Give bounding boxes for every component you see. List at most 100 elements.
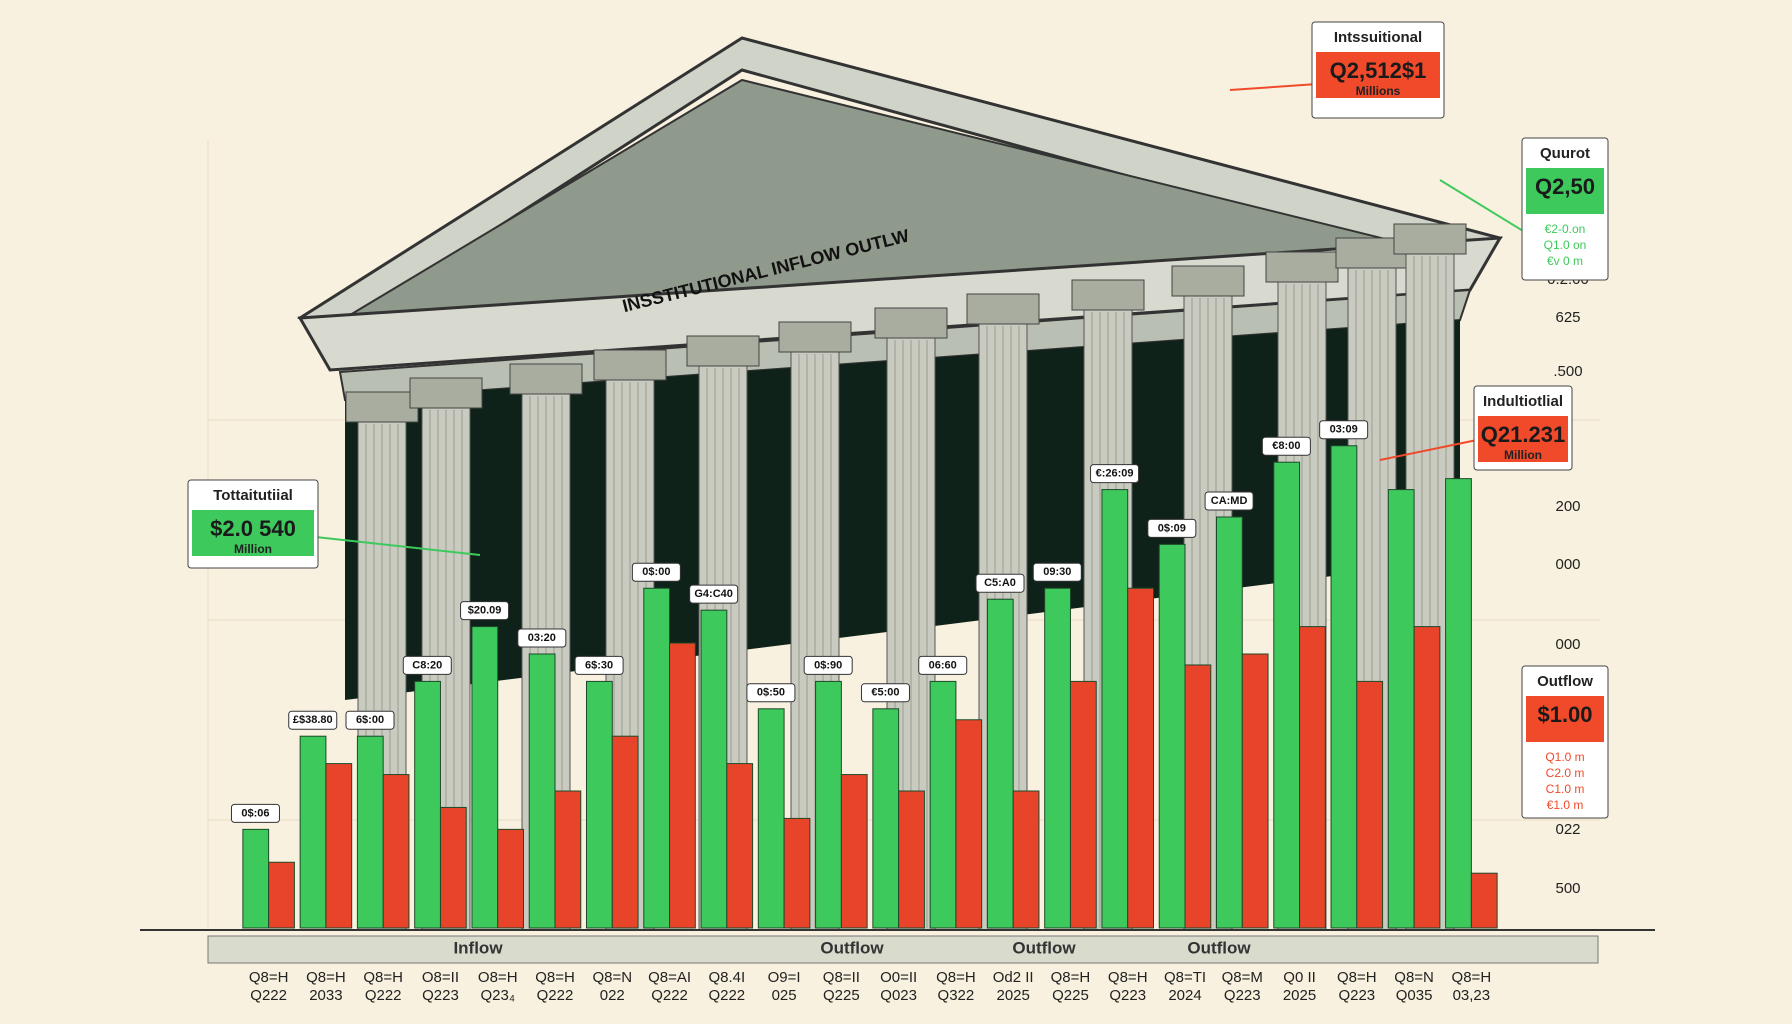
bar [1273,461,1301,929]
column-capital [966,293,1040,325]
x-tick-code: O0=II [880,969,917,986]
callout-unit: Million [1504,448,1542,462]
column-capital [593,349,667,381]
callout-value: Q2,50 [1535,174,1595,199]
bar-tag: 0$:50 [757,687,785,699]
x-tick-label: Q225 [823,987,860,1004]
bar-tag-box [1147,518,1197,538]
x-tick-code: O8=H [478,969,518,986]
bar [929,680,957,929]
x-tick-label: 03,23 [1453,987,1491,1004]
x-tick-code: Q8=AI [648,969,691,986]
x-tick-label: Q222 [365,987,402,1004]
callout-leader [1229,83,1313,91]
callout-title: Quurot [1540,145,1590,162]
bar-tag-box [402,655,452,675]
x-tick-code: Q8=H [306,969,346,986]
bar [1387,489,1415,929]
bar [497,828,524,929]
bar-tag: 03:09 [1330,424,1358,436]
bar-tag: €:26:09 [1096,468,1134,480]
x-tick-code: Q8=H [363,969,403,986]
bar [1012,790,1040,929]
bar-tag: 0$:09 [1158,522,1186,534]
callout-value: Q2,512$1 [1330,58,1427,83]
bar [840,774,868,929]
bar [242,828,270,929]
bar [1299,626,1326,929]
x-tick-label: Q223 [1224,987,1261,1004]
callout-value: Q21.231 [1481,422,1565,447]
bar-tag-box [345,710,395,730]
bar-tag-box [860,683,910,703]
x-tick-code: Q8=TI [1164,969,1206,986]
bar [1216,516,1243,929]
x-tick-label: Q23₄ [480,987,514,1004]
bar-tag-box [746,683,796,703]
x-tick-code: Q8.4I [708,969,745,986]
bar [1184,664,1212,929]
x-tick-label: Q222 [537,987,574,1004]
x-tick-label: Q223 [422,987,459,1004]
callout-value-box [192,510,314,556]
bar-tag-box [803,655,853,675]
bar [669,642,696,929]
callout-title: Outflow [1537,673,1593,690]
bar-tag: CA:MD [1211,495,1248,507]
bar-tag: 03:20 [528,632,556,644]
x-tick-code: Q8=H [249,969,289,986]
bar [700,609,728,929]
x-tick-code: O9=I [768,969,801,986]
column-capital [1265,251,1339,283]
column-capital [778,321,852,353]
bar-tag: $20.09 [468,605,502,617]
bar [986,598,1014,929]
x-tick-label: 2025 [1283,987,1316,1004]
callout-line: €v 0 m [1547,254,1583,268]
bar-tag-box [1032,562,1082,582]
bar [1445,478,1472,929]
x-tick-code: Q8=H [1452,969,1492,986]
x-tick-code: Q8=H [1051,969,1091,986]
bar-tag-box [1204,491,1254,511]
column-capital [409,377,483,409]
x-tick-label: Q223 [1109,987,1146,1004]
x-tick-label: 2024 [1168,987,1201,1004]
axis-label: 000 [1555,636,1580,653]
bar [325,763,353,929]
legend-band [207,935,1599,964]
x-tick-code: Q8=N [592,969,632,986]
column-capital [686,335,760,367]
bar [955,719,983,929]
bar [872,708,900,929]
callout-line: C2.0 m [1546,766,1585,780]
callout-title: Indultiotlial [1483,393,1563,410]
x-tick-code: Q8=H [1337,969,1377,986]
x-tick-label: 022 [600,987,625,1004]
bar [1158,543,1186,929]
legend-label: Inflow [453,938,503,957]
bar-tag: 09:30 [1043,566,1071,578]
callout-leader [317,536,481,556]
bar [726,763,754,929]
x-tick-label: 2025 [996,987,1029,1004]
x-tick-label: Q023 [880,987,917,1004]
bar [1356,680,1384,929]
callout-unit: Million [234,542,272,556]
bar [757,708,785,929]
bar [1101,489,1129,929]
bar-tag-box [517,628,567,648]
bar [471,626,499,929]
bar-tag: £$38.80 [293,714,333,726]
bar [382,774,410,929]
bar [898,790,925,929]
bar-tag: C5:A0 [984,577,1016,589]
callout-line: €2-0.on [1545,222,1586,236]
bar-tag-box [460,601,510,621]
callout-line: C1.0 m [1546,782,1585,796]
callout-title: Tottaitutiial [213,487,293,504]
bar-tag: 6$:30 [585,659,613,671]
callout-value: $2.0 540 [210,516,296,541]
axis-label: 500 [1555,880,1580,897]
